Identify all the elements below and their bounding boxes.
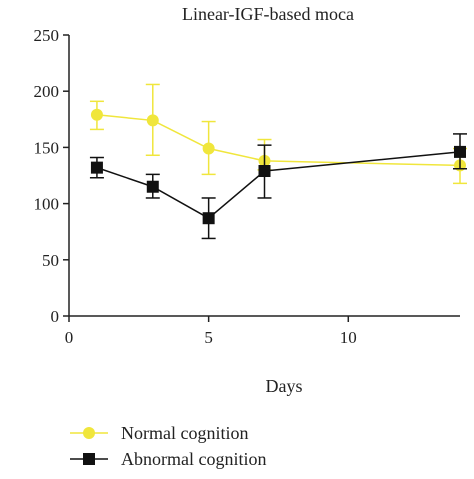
data-point	[146, 180, 159, 193]
data-point	[90, 161, 103, 174]
legend-label: Normal cognition	[121, 423, 248, 443]
data-point	[146, 114, 159, 127]
x-axis-label: Days	[266, 376, 303, 396]
legend-item: Abnormal cognition	[70, 449, 266, 469]
chart-title: Linear-IGF-based moca	[182, 4, 354, 24]
series-normal-cognition	[89, 83, 467, 185]
data-point	[202, 212, 215, 225]
data-point	[258, 165, 271, 178]
series-abnormal-cognition	[89, 133, 467, 240]
legend-item: Normal cognition	[70, 423, 248, 443]
x-tick-label: 0	[65, 328, 74, 347]
data-point	[90, 108, 103, 121]
legend-label: Abnormal cognition	[121, 449, 266, 469]
axes: 0 50 100 150 200 250 0 5 10	[34, 26, 460, 347]
data-point	[202, 142, 215, 155]
legend-marker	[83, 427, 95, 439]
y-tick-label: 100	[34, 195, 60, 214]
legend-marker	[83, 453, 95, 465]
legend: Normal cognition Abnormal cognition	[70, 423, 266, 469]
x-tick-label: 10	[340, 328, 357, 347]
y-tick-label: 250	[34, 26, 60, 45]
x-tick-label: 5	[204, 328, 213, 347]
y-tick-label: 200	[34, 82, 60, 101]
data-point	[454, 145, 466, 158]
y-tick-label: 150	[34, 138, 60, 157]
y-tick-label: 50	[42, 251, 59, 270]
y-tick-label: 0	[51, 307, 60, 326]
series-group	[89, 83, 467, 240]
